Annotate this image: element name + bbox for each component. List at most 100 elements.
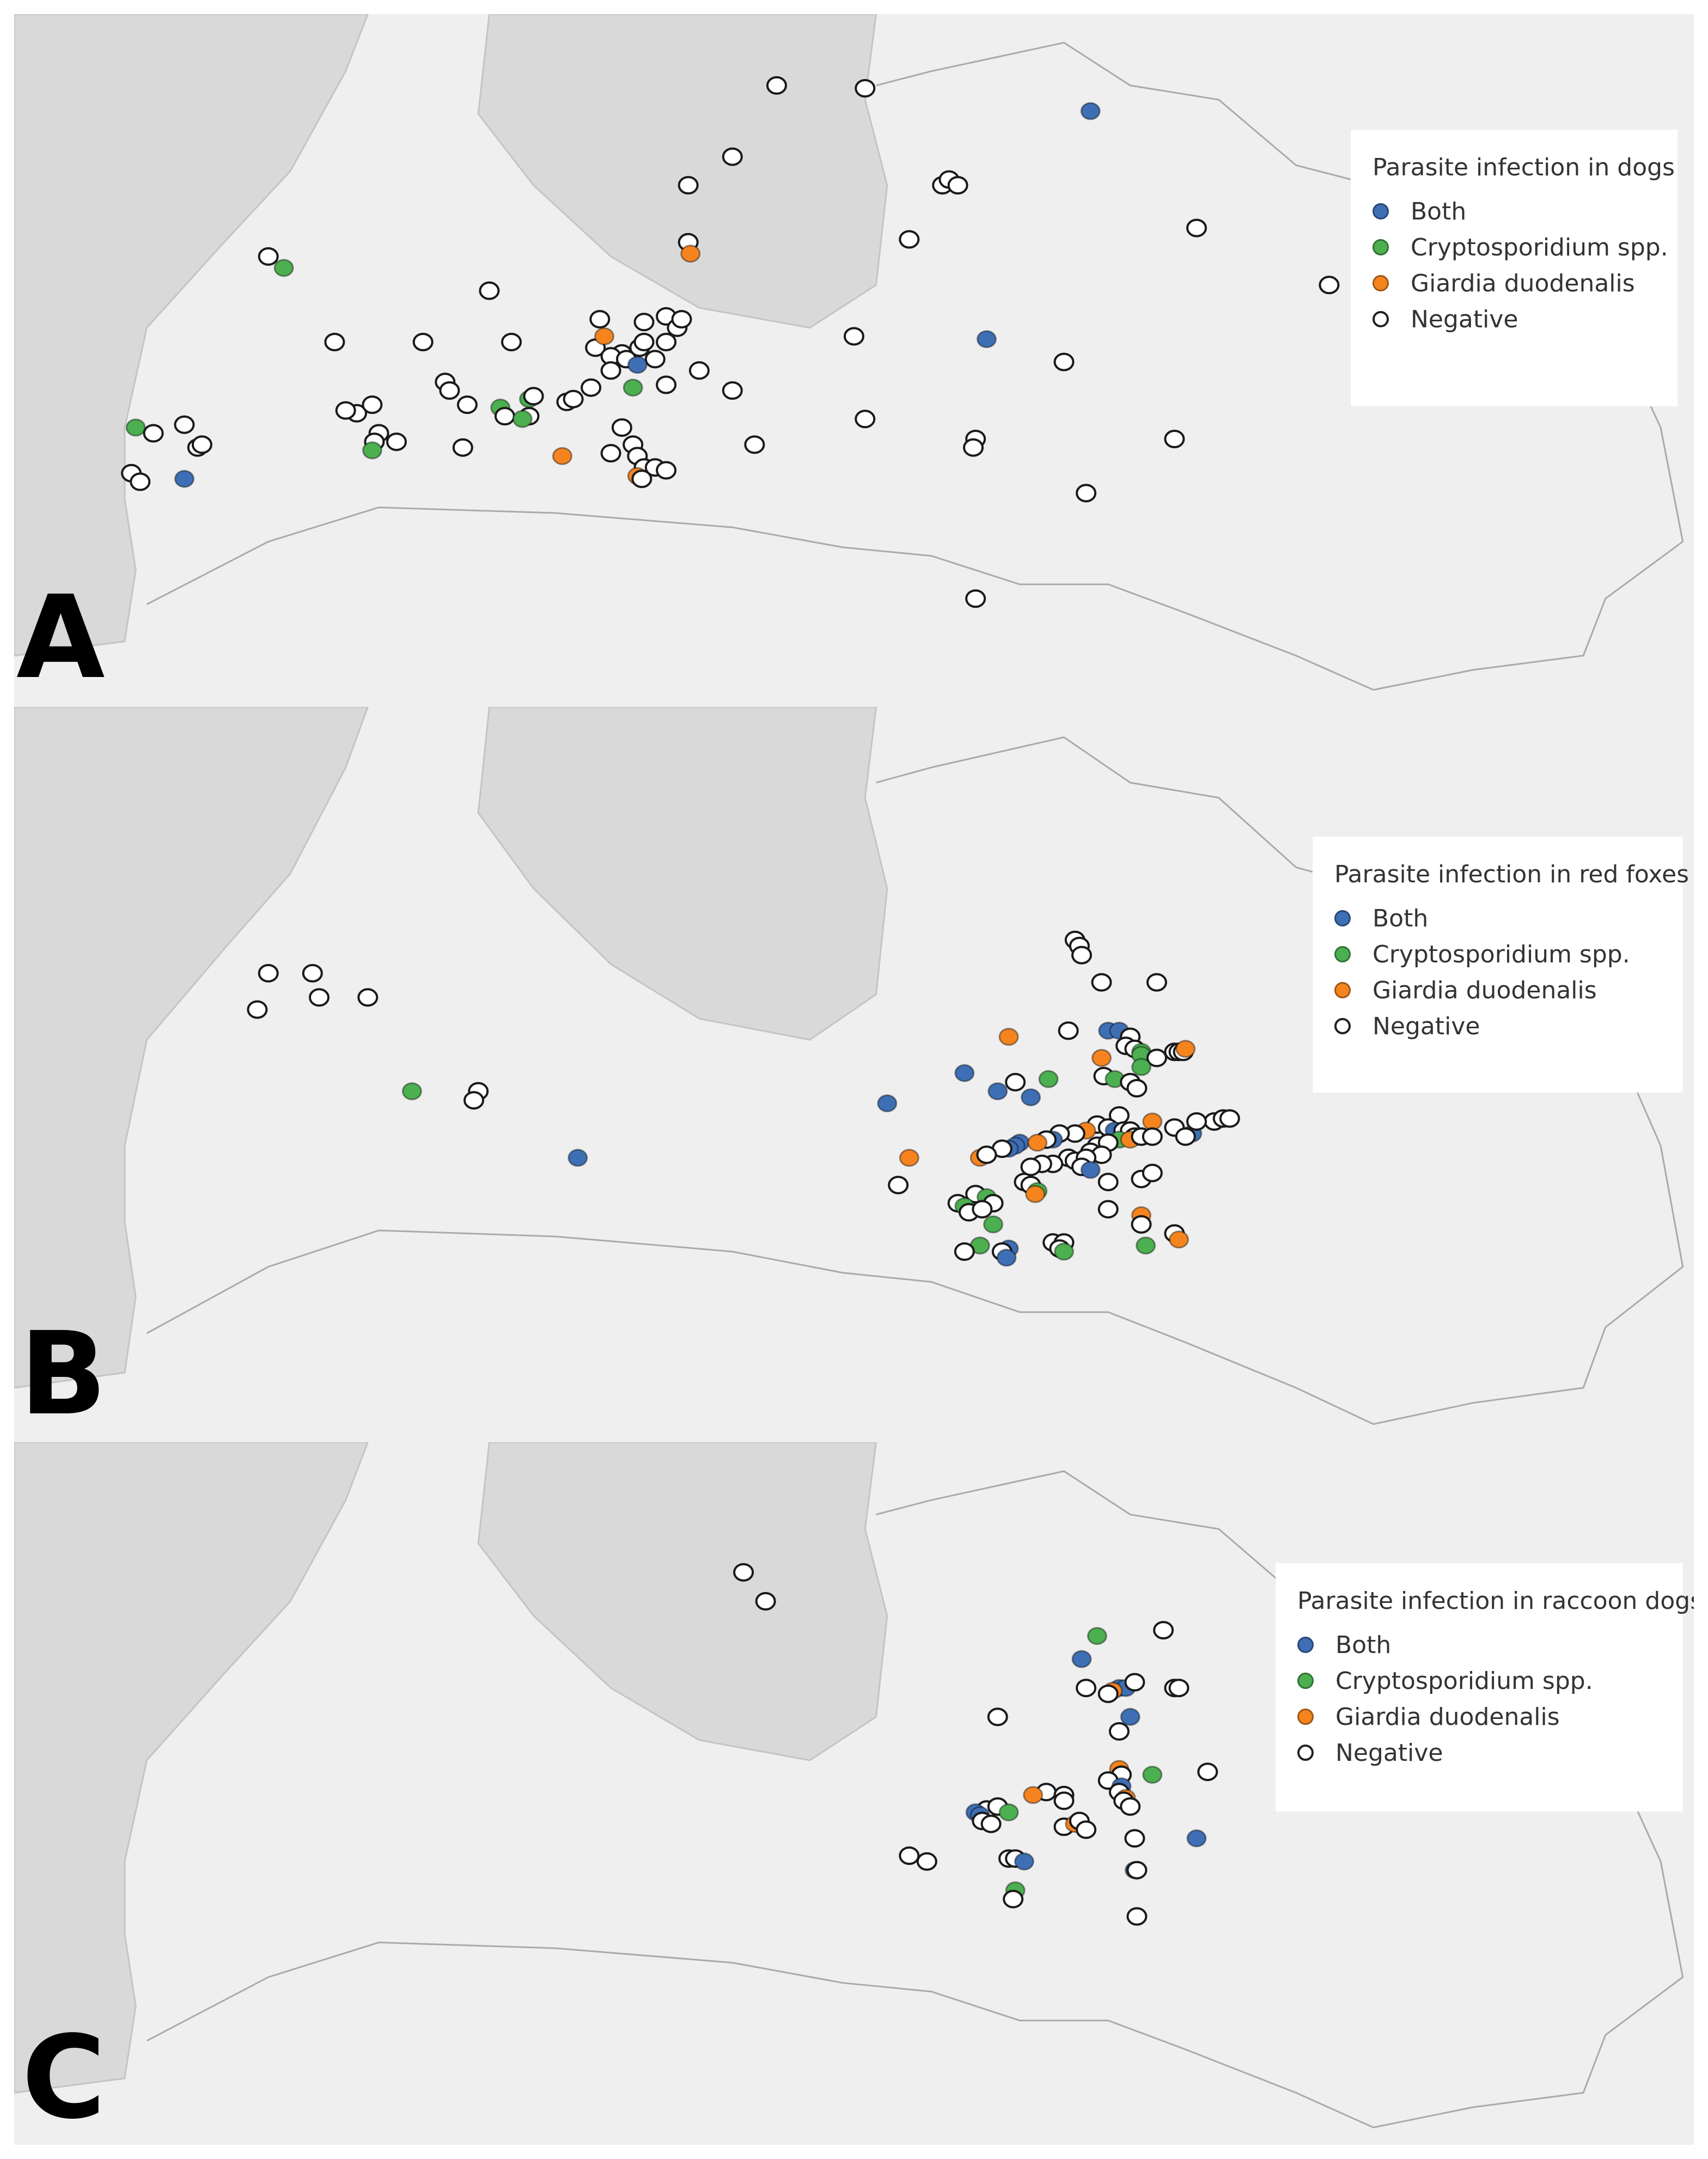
legend-title: Parasite infection in red foxes [1334, 861, 1689, 888]
sample-point-both [987, 1082, 1008, 1101]
sample-point-negative [954, 1242, 975, 1261]
sample-point-negative [1168, 1679, 1190, 1698]
sample-point-negative [1071, 946, 1092, 965]
sample-point-negative [1097, 1200, 1119, 1219]
legend-item-both: Both [1372, 193, 1656, 229]
sample-point-negative [1164, 430, 1185, 448]
legend-item-both: Both [1297, 1627, 1661, 1663]
sample-point-negative [1197, 1762, 1218, 1782]
sample-point-both [954, 1064, 975, 1082]
giardia-swatch-icon [1297, 1709, 1314, 1725]
legend-label: Negative [1411, 305, 1518, 333]
sample-point-negative [972, 1200, 993, 1219]
sample-point-negative [611, 418, 632, 437]
sample-point-negative [494, 407, 515, 426]
sample-point-crypto [1136, 1236, 1156, 1255]
sample-point-negative [744, 435, 765, 454]
sample-point-negative [247, 1000, 268, 1019]
sample-point-negative [916, 1852, 937, 1871]
legend-item-cryptosporidium: Cryptosporidium spp. [1297, 1663, 1661, 1699]
sample-point-negative [324, 333, 345, 351]
sample-point-negative [656, 375, 677, 394]
sample-point-negative [1058, 1021, 1079, 1040]
sample-point-giardia [998, 1028, 1019, 1046]
sample-point-negative [1053, 1791, 1075, 1810]
sample-point-negative [722, 147, 743, 166]
sample-point-negative [1126, 1861, 1148, 1880]
sample-point-negative [456, 395, 478, 414]
sample-point-negative [309, 988, 330, 1007]
gulf-of-riga [477, 707, 888, 1041]
sample-point-negative [1146, 973, 1167, 992]
sample-point-negative [563, 389, 584, 408]
country-border [146, 41, 1684, 691]
sample-point-negative [362, 395, 383, 414]
sample-point-negative [899, 230, 920, 249]
baltic-sea [14, 14, 369, 657]
sample-point-crypto [362, 441, 382, 460]
legend-item-giardia: Giardia duodenalis [1297, 1699, 1661, 1735]
sample-point-negative [1142, 1163, 1163, 1182]
cryptosporidium-swatch-icon [1372, 239, 1389, 255]
sample-point-negative [1142, 1127, 1163, 1146]
sample-point-giardia [1169, 1230, 1189, 1249]
sample-point-negative [143, 424, 164, 443]
sample-point-both [627, 356, 648, 374]
sample-point-negative [174, 415, 195, 434]
sample-point-both [1080, 1161, 1101, 1179]
sample-point-negative [1076, 484, 1097, 503]
sample-point-negative [523, 387, 544, 406]
sample-point-negative [733, 1563, 754, 1582]
sample-point-negative [766, 76, 787, 95]
baltic-sea [14, 707, 369, 1389]
map-panel-c: C Parasite infection in raccoon dogs Bot… [14, 1442, 1694, 2145]
sample-point-negative [258, 247, 279, 266]
legend-label: Negative [1372, 1012, 1480, 1040]
country-border [146, 1470, 1684, 2128]
sample-point-giardia [899, 1149, 919, 1167]
sample-point-negative [585, 338, 606, 357]
legend-label: Negative [1335, 1739, 1443, 1767]
legend-label: Both [1335, 1631, 1392, 1659]
sample-point-negative [678, 176, 699, 195]
sample-point-crypto [623, 379, 643, 397]
sample-point-negative [1120, 1797, 1141, 1816]
sample-point-giardia [552, 447, 572, 465]
cryptosporidium-swatch-icon [1334, 946, 1351, 962]
sample-point-negative [656, 461, 677, 480]
sample-point-negative [1186, 1112, 1207, 1131]
legend-item-cryptosporidium: Cryptosporidium spp. [1334, 936, 1661, 972]
sample-point-negative [1186, 218, 1207, 237]
sample-point-giardia [1175, 1040, 1196, 1058]
sample-point-crypto [983, 1215, 1004, 1234]
sample-point-giardia [680, 245, 701, 263]
sample-point-negative [501, 333, 522, 351]
sample-point-negative [1319, 276, 1340, 295]
sample-point-negative [581, 378, 602, 397]
sample-point-negative [1097, 1173, 1119, 1192]
sample-point-negative [899, 1846, 920, 1865]
sample-point-negative [1146, 1048, 1167, 1068]
cryptosporidium-swatch-icon [1297, 1673, 1314, 1689]
legend-item-negative: Negative [1372, 301, 1656, 337]
sample-point-giardia [1023, 1786, 1044, 1804]
sample-point-both [1120, 1707, 1140, 1726]
sample-point-negative [1175, 1127, 1196, 1146]
both-swatch-icon [1372, 203, 1389, 219]
baltic-sea [14, 1442, 369, 2094]
sample-point-crypto [1054, 1242, 1074, 1261]
sample-point-negative [191, 435, 212, 454]
legend-red-foxes: Parasite infection in red foxes Both Cry… [1313, 837, 1689, 1093]
sample-point-negative [755, 1592, 776, 1611]
sample-point-negative [589, 310, 611, 329]
sample-point-negative [987, 1707, 1008, 1727]
sample-point-negative [600, 444, 621, 463]
legend-label: Giardia duodenalis [1411, 269, 1635, 297]
legend-title: Parasite infection in raccoon dogs [1297, 1587, 1694, 1615]
legend-item-cryptosporidium: Cryptosporidium spp. [1372, 229, 1668, 265]
legend-title: Parasite infection in dogs [1372, 154, 1675, 181]
legend-item-giardia: Giardia duodenalis [1372, 265, 1656, 301]
sample-point-negative [947, 176, 968, 195]
sample-point-negative [888, 1175, 909, 1194]
both-swatch-icon [1334, 910, 1351, 926]
